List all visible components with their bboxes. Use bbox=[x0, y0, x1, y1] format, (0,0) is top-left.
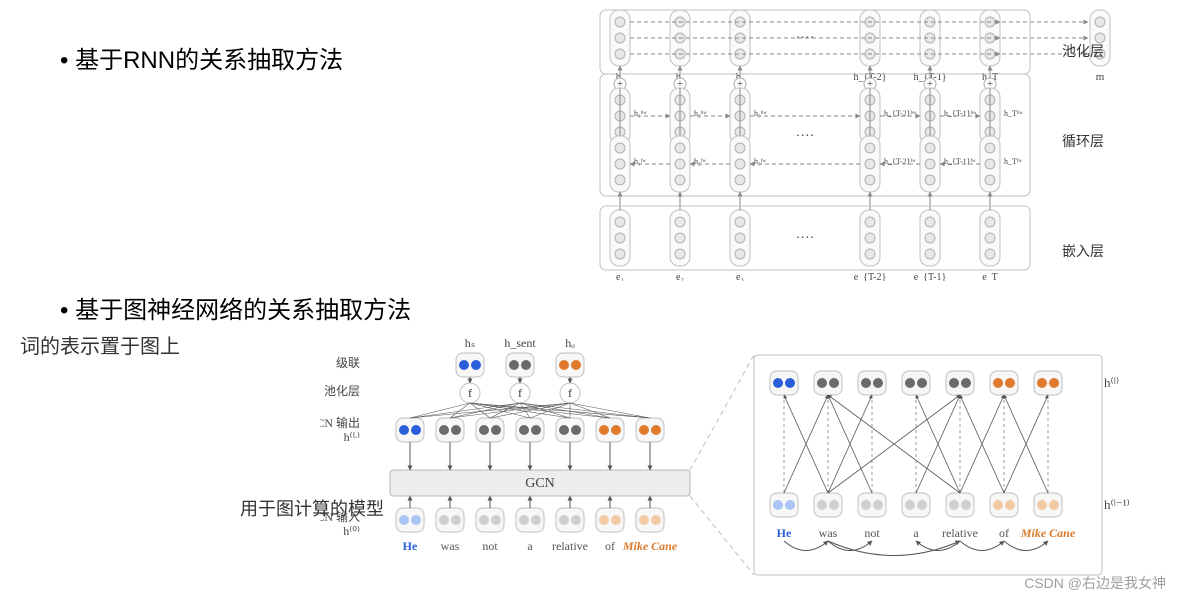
svg-text:h_{T-1}ᵇʷ: h_{T-1}ᵇʷ bbox=[944, 109, 977, 118]
svg-text:h₃ᵇʷ: h₃ᵇʷ bbox=[754, 109, 767, 118]
svg-text:GCN: GCN bbox=[525, 476, 555, 491]
svg-text:h_{T-2}ᵇʷ: h_{T-2}ᵇʷ bbox=[884, 109, 917, 118]
svg-text:Mike Cane: Mike Cane bbox=[1020, 526, 1076, 540]
svg-text:h⁽ˡ⁾: h⁽ˡ⁾ bbox=[1104, 375, 1119, 390]
bullet-rnn: • 基于RNN的关系抽取方法 bbox=[60, 40, 343, 75]
svg-text:f: f bbox=[518, 386, 522, 400]
svg-text:e₃: e₃ bbox=[736, 272, 744, 281]
svg-text:He: He bbox=[777, 526, 792, 540]
svg-text:GCN 输出: GCN 输出 bbox=[320, 415, 360, 430]
svg-text:h₂ᶠʷ: h₂ᶠʷ bbox=[694, 157, 706, 166]
svg-text:h⁽ˡ⁻¹⁾: h⁽ˡ⁻¹⁾ bbox=[1104, 497, 1130, 512]
svg-text:····: ···· bbox=[796, 231, 815, 246]
svg-text:was: was bbox=[441, 539, 460, 553]
svg-text:h₁ᵇʷ: h₁ᵇʷ bbox=[634, 109, 647, 118]
svg-text:not: not bbox=[864, 526, 880, 540]
svg-text:e_{T-1}: e_{T-1} bbox=[914, 272, 947, 281]
svg-text:He: He bbox=[403, 539, 418, 553]
svg-text:Mike Cane: Mike Cane bbox=[622, 539, 678, 553]
svg-text:e_T: e_T bbox=[982, 272, 998, 281]
svg-text:GCN 输入: GCN 输入 bbox=[320, 509, 360, 524]
svg-text:relative: relative bbox=[552, 539, 588, 553]
svg-text:a: a bbox=[527, 539, 533, 553]
svg-text:h₃ᶠʷ: h₃ᶠʷ bbox=[754, 157, 766, 166]
svg-text:of: of bbox=[605, 539, 615, 553]
svg-text:池化层: 池化层 bbox=[324, 384, 360, 398]
svg-text:f: f bbox=[468, 386, 472, 400]
svg-text:e_{T-2}: e_{T-2} bbox=[854, 272, 887, 281]
svg-text:h_sent: h_sent bbox=[504, 336, 536, 350]
svg-text:was: was bbox=[819, 526, 838, 540]
svg-text:嵌入层: 嵌入层 bbox=[1062, 244, 1104, 260]
svg-text:h⁽ᴸ⁾: h⁽ᴸ⁾ bbox=[344, 430, 360, 444]
rnn-diagram: h₁h₂h₃h_{T-2}h_{T-1}h_T····m池化层+h₁ᵇʷh₁ᶠʷ… bbox=[590, 6, 1180, 281]
handnote-1: 词的表示置于图上 bbox=[20, 330, 180, 359]
svg-text:h_Tᶠʷ: h_Tᶠʷ bbox=[1004, 157, 1023, 166]
bullet-gcn: • 基于图神经网络的关系抽取方法 bbox=[60, 290, 411, 325]
svg-text:f: f bbox=[568, 386, 572, 400]
svg-text:····: ···· bbox=[796, 129, 815, 144]
svg-text:池化层: 池化层 bbox=[1062, 44, 1104, 60]
svg-text:of: of bbox=[999, 526, 1009, 540]
svg-text:hₒ: hₒ bbox=[565, 336, 575, 350]
svg-text:m: m bbox=[1096, 71, 1105, 83]
svg-text:e₁: e₁ bbox=[616, 272, 624, 281]
svg-text:h₂ᵇʷ: h₂ᵇʷ bbox=[694, 109, 707, 118]
svg-text:h₁ᶠʷ: h₁ᶠʷ bbox=[634, 157, 646, 166]
svg-text:relative: relative bbox=[942, 526, 978, 540]
svg-text:级联: 级联 bbox=[336, 356, 360, 370]
svg-text:not: not bbox=[482, 539, 498, 553]
gcn-diagram: hₛ h_sent hₒ f f f GCN He was not a relative of Mike … bbox=[320, 335, 1180, 595]
svg-text:h_{T-1}ᶠʷ: h_{T-1}ᶠʷ bbox=[944, 157, 976, 166]
svg-text:循环层: 循环层 bbox=[1062, 134, 1104, 150]
svg-text:e₂: e₂ bbox=[676, 272, 684, 281]
svg-text:hₛ: hₛ bbox=[465, 336, 475, 350]
svg-text:a: a bbox=[913, 526, 919, 540]
svg-text:h_Tᵇʷ: h_Tᵇʷ bbox=[1004, 109, 1023, 118]
svg-text:h⁽⁰⁾: h⁽⁰⁾ bbox=[343, 524, 360, 538]
svg-text:h_{T-2}ᶠʷ: h_{T-2}ᶠʷ bbox=[884, 157, 916, 166]
